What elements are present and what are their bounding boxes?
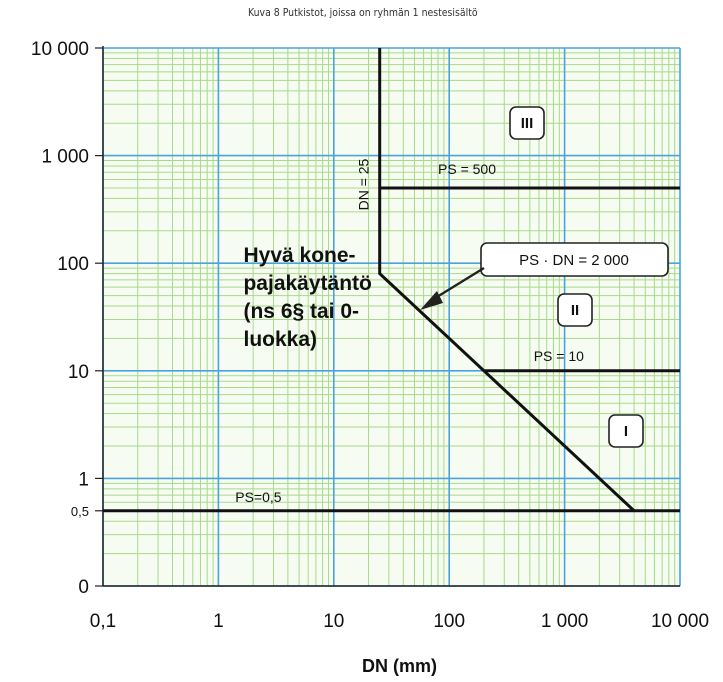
y-tick-label: 10 (68, 362, 89, 383)
boundary-line (378, 48, 636, 512)
plot-background (103, 48, 680, 586)
category-iii-box (509, 106, 545, 140)
y-tick-label: 0,5 (71, 504, 89, 519)
callout-label: PS · DN = 2 000 (519, 252, 629, 269)
region-label-line: luokka) (243, 328, 317, 351)
x-tick-label: 10 000 (651, 611, 709, 632)
annotation-ps-500: PS = 500 (438, 161, 496, 177)
y-tick-label: 100 (57, 254, 89, 275)
x-tick-label: 1 000 (541, 611, 589, 632)
region-label-line: pajakäytäntö (243, 272, 371, 295)
chart-title: Kuva 8 Putkistot, joissa on ryhmän 1 nes… (247, 6, 478, 19)
x-tick-label: 100 (433, 611, 465, 632)
annotation-dn-25: DN = 25 (356, 158, 372, 210)
x-tick-label: 10 (323, 611, 344, 632)
callout-arrow-line (431, 266, 485, 302)
region-label-line: Hyvä kone- (243, 244, 355, 267)
category-i-label: I (624, 423, 628, 440)
x-tick-label: 1 (213, 611, 224, 632)
category-ii-label: II (571, 302, 579, 319)
annotation-ps-05: PS=0,5 (235, 489, 282, 505)
annotation-ps-10: PS = 10 (534, 348, 584, 364)
y-tick-label: 1 (78, 469, 89, 490)
category-ii-box (557, 293, 593, 327)
x-tick-label: 0,1 (90, 611, 116, 632)
y-tick-label: 0 (78, 577, 89, 598)
callout-box (480, 242, 669, 277)
y-tick-label: 10 000 (31, 39, 89, 60)
y-tick-label: 1 000 (41, 147, 89, 168)
category-i-box (608, 414, 644, 448)
x-axis-label: DN (mm) (362, 656, 437, 676)
region-label-line: (ns 6§ tai 0- (243, 300, 359, 323)
category-iii-label: III (521, 115, 534, 132)
callout-arrow-head (420, 291, 443, 310)
